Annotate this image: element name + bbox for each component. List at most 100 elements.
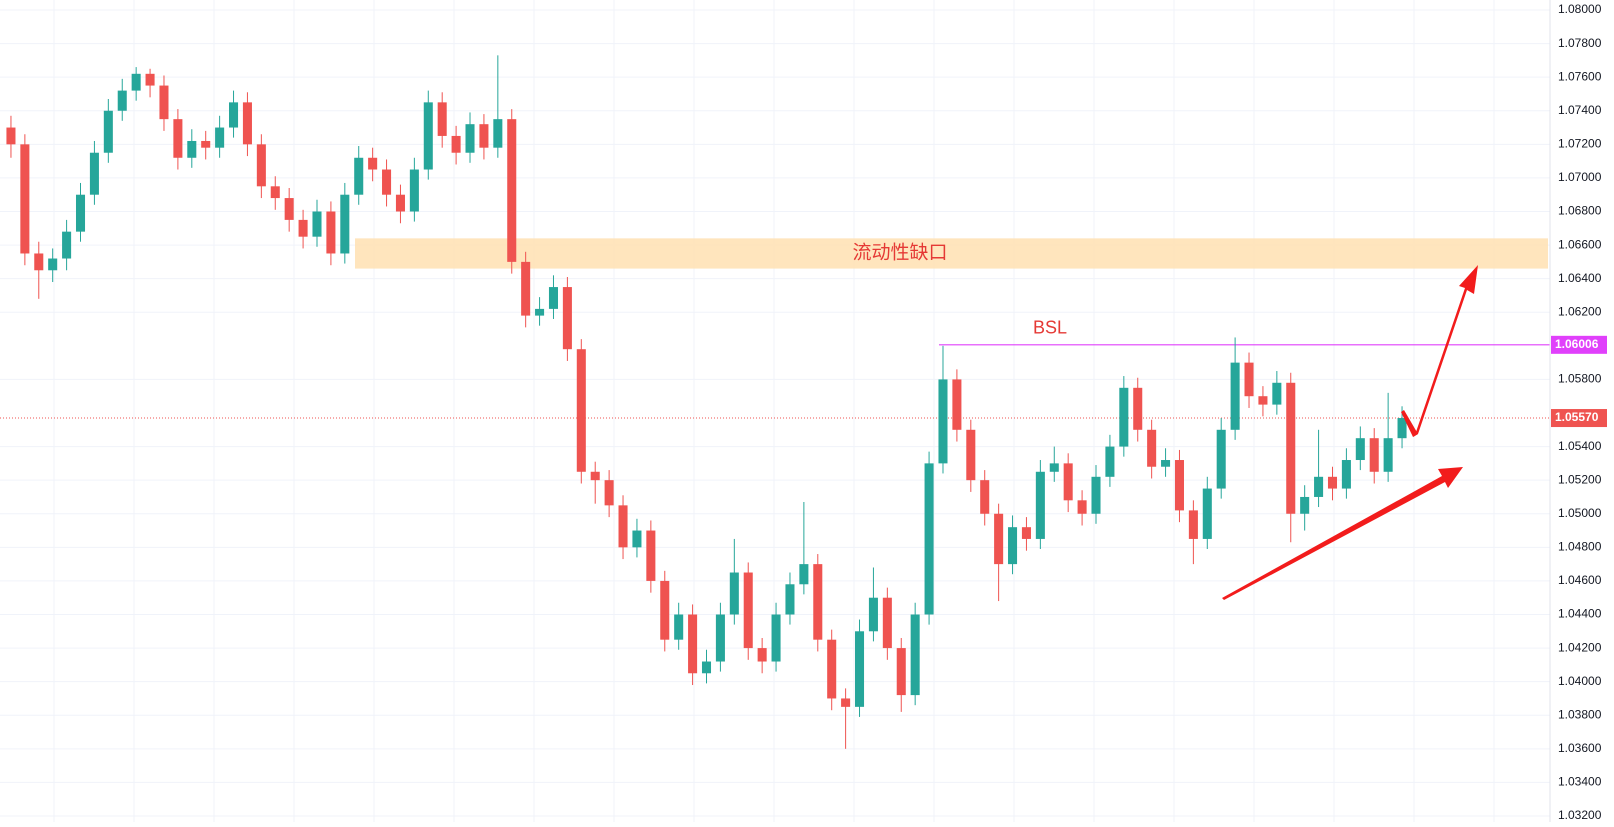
candle-body <box>1341 460 1351 489</box>
candle-body <box>256 144 266 187</box>
candle-body <box>799 564 809 585</box>
candle-body <box>660 580 670 640</box>
candle-body <box>1202 488 1212 539</box>
candle-body <box>521 261 531 316</box>
candle-body <box>604 480 614 506</box>
candle-body <box>785 584 795 615</box>
candle-body <box>854 631 865 707</box>
candle-body <box>1133 387 1143 430</box>
y-tick-label: 1.06400 <box>1558 271 1602 285</box>
candle-body <box>1021 527 1031 539</box>
y-tick-label: 1.07800 <box>1558 36 1602 50</box>
y-tick-label: 1.04600 <box>1558 573 1602 587</box>
candle-body <box>743 572 753 649</box>
candle-body <box>131 73 141 91</box>
y-tick-label: 1.05200 <box>1558 472 1602 486</box>
y-tick-label: 1.06600 <box>1558 237 1602 251</box>
last-price-badge <box>1551 409 1607 428</box>
candle-body <box>326 211 336 254</box>
candle-body <box>451 135 461 153</box>
candle-body <box>562 287 572 350</box>
bsl-label: BSL <box>1033 318 1067 338</box>
y-tick-label: 1.08000 <box>1558 2 1602 16</box>
candle-body <box>813 564 823 640</box>
candle-body <box>1383 438 1393 472</box>
candle-body <box>994 513 1004 565</box>
candle-body <box>980 480 990 514</box>
candle-body <box>1397 418 1407 439</box>
candle-body <box>75 194 86 232</box>
bsl-price-label: 1.06006 <box>1555 337 1599 351</box>
candle-body <box>910 614 920 696</box>
plot: 流动性缺口 BSL <box>0 55 1550 749</box>
candle-body <box>1008 527 1018 565</box>
y-tick-label: 1.07400 <box>1558 103 1602 117</box>
candle-body <box>270 186 280 199</box>
y-tick-label: 1.06200 <box>1558 304 1602 318</box>
bsl-price-badge <box>1551 335 1607 354</box>
arrows <box>1222 265 1478 600</box>
candle-body <box>896 648 906 696</box>
candle-body <box>298 219 308 237</box>
candle-body <box>382 169 392 195</box>
candle-body <box>507 119 517 262</box>
candle-body <box>284 198 294 220</box>
candle-body <box>618 505 628 548</box>
y-tick-label: 1.03800 <box>1558 707 1602 721</box>
candle-body <box>159 85 169 120</box>
candle-body <box>1049 463 1059 472</box>
y-tick-label: 1.05400 <box>1558 439 1602 453</box>
candle-body <box>89 152 99 195</box>
candle-body <box>201 140 211 148</box>
candle-body <box>590 471 600 481</box>
candle-body <box>409 169 419 212</box>
candle-body <box>868 597 878 632</box>
y-tick-label: 1.07200 <box>1558 137 1602 151</box>
candle-body <box>1091 476 1101 514</box>
candle-body <box>48 258 58 271</box>
candle-body <box>771 614 781 662</box>
y-tick-label: 1.07000 <box>1558 170 1602 184</box>
candle-body <box>6 127 16 145</box>
y-tick-label: 1.03400 <box>1558 775 1602 789</box>
candle-body <box>1314 476 1324 497</box>
candle-body <box>437 102 447 136</box>
candle-body <box>1119 387 1129 447</box>
candle-body <box>117 90 127 111</box>
candle-body <box>1369 438 1379 472</box>
arrow-rising <box>1222 467 1463 600</box>
candle-body <box>1147 429 1157 467</box>
y-tick-label: 1.03600 <box>1558 741 1602 755</box>
candle-body <box>924 463 934 615</box>
candle-body <box>215 127 225 148</box>
candle-body <box>548 287 559 309</box>
candle-body <box>242 102 252 145</box>
candle-body <box>368 157 378 170</box>
y-tick-label: 1.05000 <box>1558 506 1602 520</box>
candle-body <box>841 698 851 707</box>
candle-body <box>145 73 155 86</box>
candle-body <box>103 110 113 153</box>
candle-body <box>827 639 837 699</box>
candle-body <box>1063 463 1073 501</box>
candle-body <box>312 211 322 237</box>
candle-body <box>688 614 698 674</box>
y-tick-label: 1.04000 <box>1558 674 1602 688</box>
candle-body <box>1244 362 1254 397</box>
candle-body <box>576 349 586 472</box>
candle-body <box>20 144 30 254</box>
candle-body <box>1161 460 1171 467</box>
candle-body <box>966 429 976 481</box>
candle-body <box>1327 476 1338 489</box>
y-tick-label: 1.04400 <box>1558 607 1602 621</box>
candle-body <box>1216 429 1226 489</box>
candle-body <box>187 140 197 158</box>
candle-body <box>62 231 72 259</box>
candle-body <box>479 124 489 148</box>
candle-body <box>1105 446 1115 477</box>
price-axis: 1.03200 1.03400 1.03600 1.03800 1.04000 1.042… <box>1549 0 1607 822</box>
candle-body <box>173 119 183 158</box>
candle-body <box>1174 460 1184 511</box>
arrow-up-right <box>1413 265 1478 437</box>
candle-body <box>938 379 948 464</box>
